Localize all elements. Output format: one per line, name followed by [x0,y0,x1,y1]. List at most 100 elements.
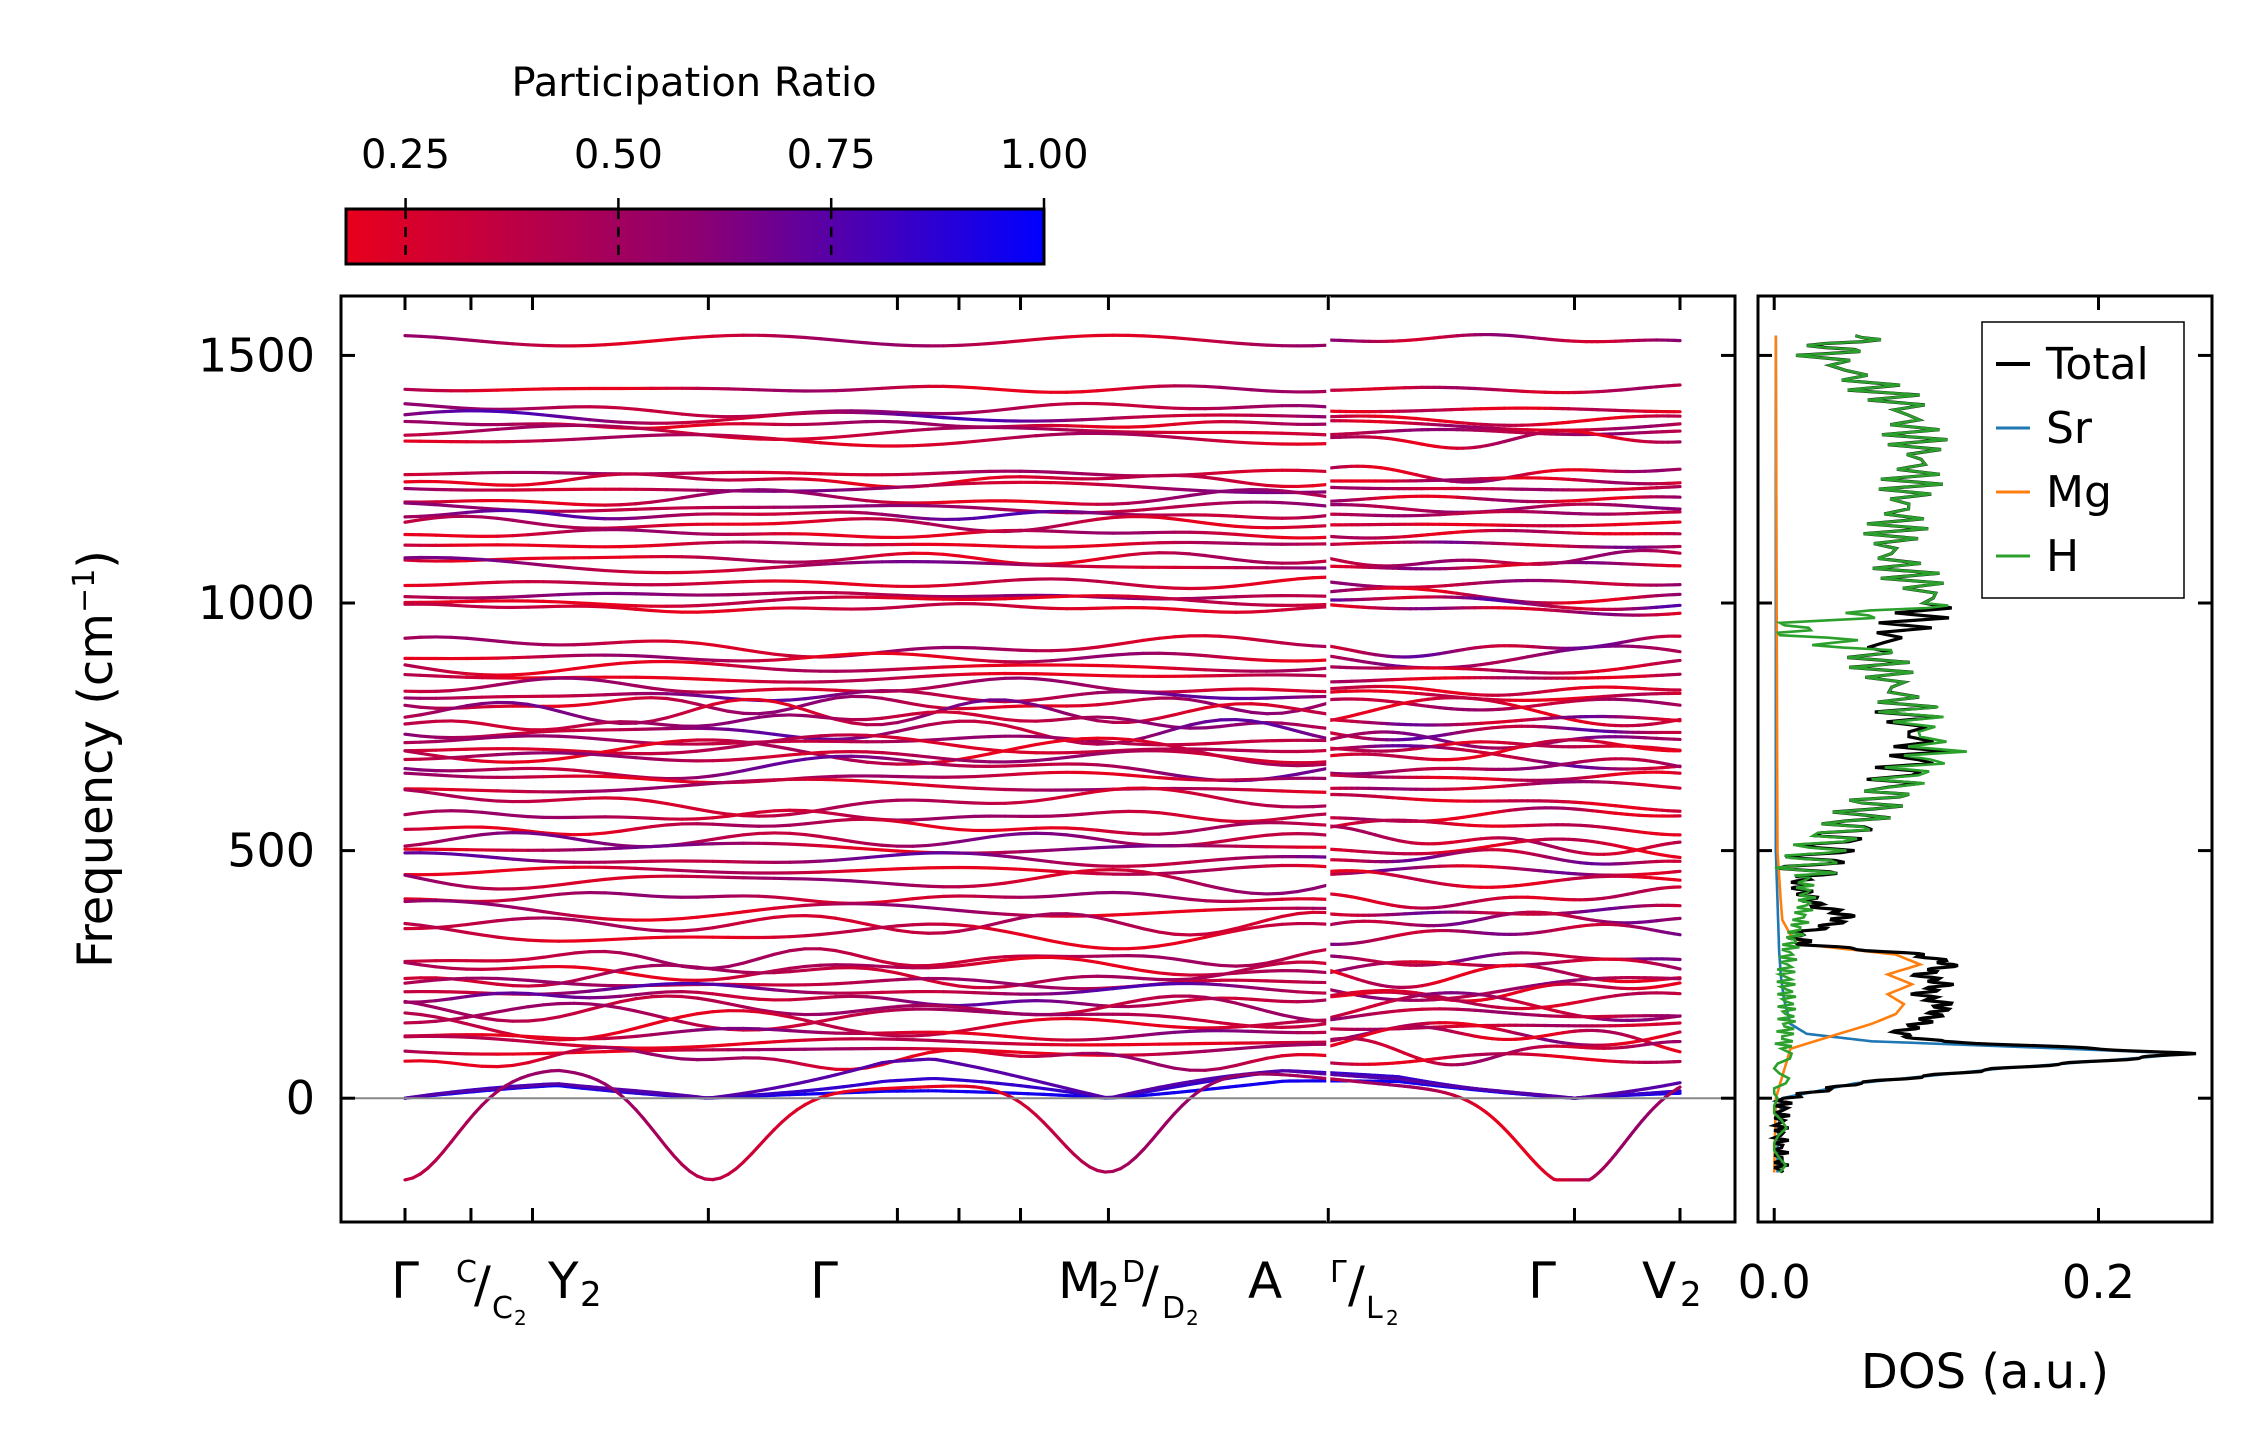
acoustic-band-line [1326,1072,1682,1100]
band-line [1326,824,1682,856]
band-line [403,540,1330,549]
band-line [1326,672,1682,684]
band-line [403,717,1330,746]
band-line [403,910,1330,937]
imaginary-mode-line [403,1068,1330,1182]
band-line [1326,792,1682,813]
dos-line-mg [1772,335,1924,1173]
legend-label-h: H [2046,531,2079,582]
band-line [403,981,1330,996]
band-line [403,1001,1330,1032]
dos-lines [1768,334,2197,1174]
frequency-axis-label: Frequency (cm−1) [67,550,124,968]
band-line [1326,910,1682,928]
band-line [1326,780,1682,791]
dos-axis-ticks: 0.0 0.2 [1738,296,2212,1309]
band-line [403,419,1330,430]
band-line [1326,869,1682,889]
colorbar-tick-label: 0.50 [574,132,663,178]
band-line [403,431,1330,448]
colorbar-ticks: 0.25 0.50 0.75 1.00 [361,132,1089,264]
kpath-label-gamma-l2: Γ / L 2 [1330,1255,1399,1330]
kpath-label-gamma-3: Γ [1528,1252,1556,1310]
legend-label-total: Total [2045,339,2149,390]
band-line [403,602,1330,614]
band-line [403,754,1330,783]
band-line [1326,419,1682,432]
colorbar-title: Participation Ratio [511,60,876,106]
kpath-label-gamma-2: Γ [810,1252,838,1310]
band-line [403,659,1330,677]
legend-label-mg: Mg [2046,467,2112,518]
legend-label-sr: Sr [2046,403,2093,454]
band-line [1326,658,1682,675]
band-line [1326,757,1682,776]
band-line [403,488,1330,507]
frequency-tick-label: 500 [227,824,315,878]
band-line [403,590,1330,601]
band-line [403,409,1330,425]
band-line [1326,885,1682,910]
band-lines [403,296,1682,1222]
frequency-tick-label: 0 [286,1071,315,1125]
band-line [1326,476,1682,486]
kpath-label-c-c2: C / C 2 [456,1255,527,1330]
band-line [403,990,1330,1009]
colorbar-tick-label: 0.75 [787,132,876,178]
legend-box [1981,321,2185,599]
colorbar-tick-label: 1.00 [999,132,1088,178]
band-line [403,1042,1330,1057]
band-line [1326,383,1682,395]
dos-line-total [1768,334,2197,1174]
band-line [403,555,1330,575]
band-structure-panel: 0 500 1000 1500 Frequency (cm−1) Γ C / C 2 … [67,294,1737,1330]
band-line [403,1034,1330,1050]
band-line [1326,578,1682,589]
band-line [1326,406,1682,414]
band-line [1326,528,1682,540]
kpath-label-y2: Y 2 [547,1252,602,1315]
band-line [403,514,1330,534]
dos-legend: Total Sr Mg H [1981,321,2185,599]
frequency-tick-label: 1500 [198,328,315,382]
band-line [403,508,1330,522]
kpath-label-a: A [1248,1252,1282,1310]
band-line [403,1045,1330,1072]
band-line [403,384,1330,394]
band-line [403,851,1330,868]
imaginary-mode-line [1326,1077,1682,1182]
colorbar-tick-label: 0.25 [361,132,450,178]
kpath-label-gamma-1: Γ [391,1252,419,1310]
band-line [1326,714,1682,727]
kpath-labels: Γ C / C 2 Y 2 Γ M 2 D / D 2 A [391,1252,1702,1330]
dos-tick-label: 0.0 [1738,1255,1811,1309]
band-line [1326,770,1682,782]
frequency-tick-label: 1000 [198,576,315,630]
dos-tick-label: 0.2 [2062,1255,2135,1309]
band-line [403,528,1330,540]
kpath-label-m2: M 2 [1058,1252,1120,1315]
band-line [1326,586,1682,605]
band-line [403,921,1330,951]
band-line [1326,595,1682,612]
band-line [1326,1007,1682,1022]
band-line [403,808,1330,824]
band-line [403,634,1330,659]
band-line [403,868,1330,896]
band-line [1326,922,1682,946]
frequency-axis-ticks: 0 500 1000 1500 [198,328,1735,1125]
dos-line-h [1772,334,1967,1174]
band-line [1326,494,1682,504]
band-line [1326,484,1682,492]
band-line [1326,414,1682,427]
band-line [1326,744,1682,771]
colorbar: Participation Ratio 0.25 0.50 0.75 1.00 [344,60,1089,266]
band-line [1326,509,1682,518]
band-line [1326,848,1682,866]
kpath-label-d-d2: D / D 2 [1122,1255,1199,1330]
band-line [403,786,1330,818]
band-line [403,651,1330,664]
band-line [1326,684,1682,697]
band-line [1326,332,1682,344]
